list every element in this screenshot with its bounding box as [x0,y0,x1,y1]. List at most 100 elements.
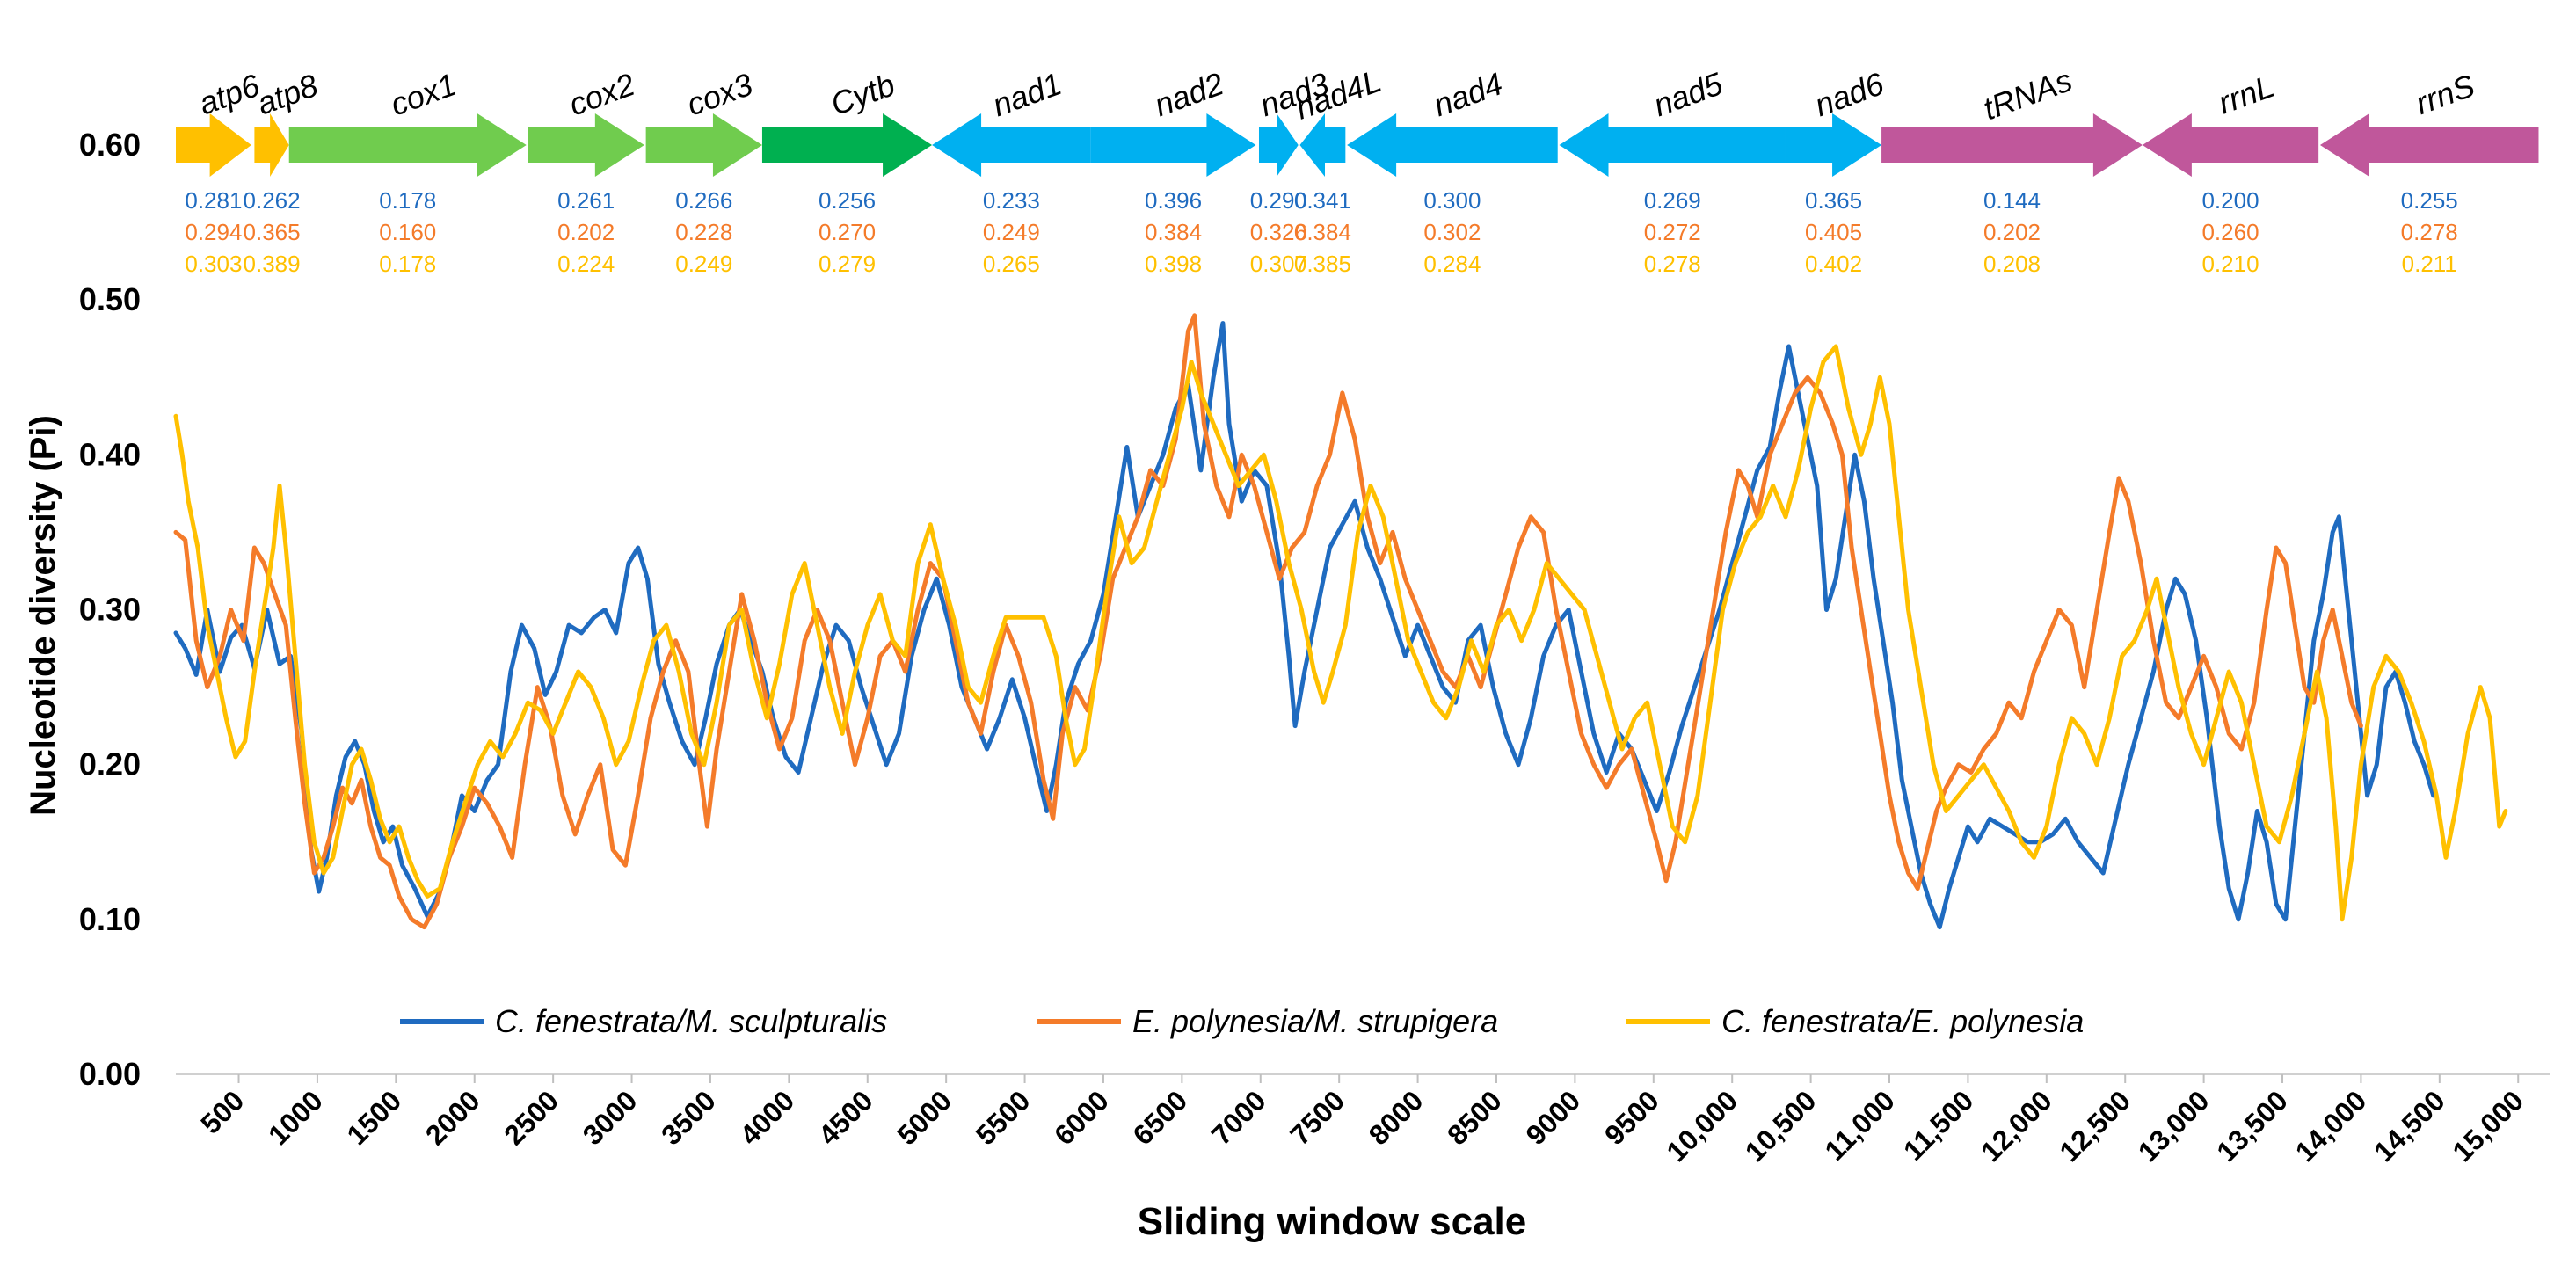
series-line-c-fenestrata-m-sculpturalis [173,321,2436,930]
x-tick-label: 10,500 [1739,1084,1823,1168]
gene-pi-value: 0.279 [819,251,876,277]
gene-pi-value: 0.262 [244,187,301,214]
gene-cox2: cox2 0.261 0.202 0.224 [528,66,644,277]
gene-pi-value: 0.341 [1294,187,1351,214]
legend-label: E. polynesia/M. strupigera [1132,1003,1498,1039]
gene-pi-value: 0.278 [1644,251,1701,277]
gene-pi-value: 0.249 [983,219,1040,245]
gene-pi-value: 0.265 [983,251,1040,277]
gene-nad2: nad2 0.396 0.384 0.398 [1090,65,1256,277]
gene-pi-value: 0.224 [557,251,615,277]
gene-name-label: nad5 [1648,65,1728,123]
y-tick-label: 0.10 [79,901,141,937]
gene-pi-value: 0.405 [1805,219,1862,245]
gene-pi-value: 0.281 [185,187,242,214]
x-tick-label: 3500 [655,1084,722,1151]
x-tick-label: 2500 [498,1084,564,1151]
gene-arrow [176,113,251,177]
y-tick-label: 0.20 [79,746,141,782]
gene-pi-value: 0.178 [379,187,436,214]
gene-arrow [2319,113,2539,177]
gene-pi-value: 0.396 [1145,187,1202,214]
gene-arrow [1090,113,1256,177]
gene-name-label: cox1 [386,66,461,123]
x-tick-label: 13,500 [2210,1084,2294,1168]
legend-label: C. fenestrata/M. sculpturalis [495,1003,887,1039]
y-tick-label: 0.30 [79,592,141,628]
gene-pi-value: 0.272 [1644,219,1701,245]
gene-pi-value: 0.270 [819,219,876,245]
gene-pi-value: 0.303 [185,251,242,277]
gene-nad6: nad6 0.365 0.405 0.402 [1785,65,1889,277]
legend-item: C. fenestrata/M. sculpturalis [400,1003,887,1039]
gene-rrns: rrnS 0.255 0.278 0.211 [2319,67,2539,277]
gene-pi-value: 0.200 [2201,187,2259,214]
gene-name-label: nad1 [987,65,1066,123]
gene-rrnl: rrnL 0.200 0.260 0.210 [2142,68,2319,277]
gene-pi-value: 0.202 [557,219,615,245]
x-tick-label: 14,500 [2368,1084,2451,1168]
x-tick-label: 11,500 [1897,1084,1979,1166]
gene-nad5: nad5 0.269 0.272 0.278 [1559,65,1786,277]
gene-pi-value: 0.290 [1250,187,1307,214]
x-tick-label: 6000 [1048,1084,1115,1151]
y-tick-label: 0.40 [79,436,141,472]
y-tick-label: 0.00 [79,1056,141,1092]
gene-arrow [528,113,644,177]
x-tick-label: 5500 [970,1084,1037,1151]
x-tick-label: 5000 [891,1084,957,1151]
gene-arrow [1347,113,1558,177]
x-tick-label: 8000 [1363,1084,1430,1151]
gene-name-label: atp8 [252,67,323,121]
gene-pi-value: 0.269 [1644,187,1701,214]
y-axis-title: Nucleotide diversity (Pi) [24,415,62,816]
gene-name-label: rrnS [2411,67,2479,121]
gene-pi-value: 0.307 [1250,251,1307,277]
gene-name-label: rrnL [2214,68,2279,120]
gene-pi-value: 0.384 [1294,219,1351,245]
x-axis-title: Sliding window scale [1138,1200,1527,1243]
gene-map-track: atp60.2810.2940.303atp80.2620.3650.389co… [176,62,2539,277]
gene-pi-value: 0.255 [2401,187,2458,214]
x-tick-label: 1000 [262,1084,329,1151]
gene-pi-value: 0.178 [379,251,436,277]
gene-nad1: nad1 0.233 0.249 0.265 [932,65,1091,277]
gene-pi-value: 0.144 [1983,187,2041,214]
gene-arrow [932,113,1091,177]
gene-pi-value: 0.202 [1983,219,2041,245]
gene-pi-value: 0.249 [675,251,732,277]
gene-name-label: nad6 [1810,65,1889,123]
gene-name-label: cox3 [682,66,757,123]
gene-pi-value: 0.266 [675,187,732,214]
legend-item: E. polynesia/M. strupigera [1037,1003,1498,1039]
series-line-e-polynesia-m-strupigera [173,313,2363,930]
x-tick-label: 4000 [734,1084,801,1151]
gene-pi-value: 0.365 [1805,187,1862,214]
gene-pi-value: 0.294 [185,219,242,245]
gene-pi-value: 0.300 [1423,187,1481,214]
gene-name-label: Cytb [826,66,899,122]
x-tick-label: 1500 [340,1084,407,1151]
x-tick-label: 7000 [1205,1084,1272,1151]
gene-arrow [1258,113,1299,177]
gene-name-label: nad2 [1150,65,1228,123]
gene-name-label: nad4 [1429,65,1507,123]
x-tick-label: 12,500 [2054,1084,2137,1168]
gene-arrow [1881,113,2143,177]
gene-cox1: cox1 0.178 0.160 0.178 [288,66,527,277]
x-tick-label: 15,000 [2447,1084,2530,1168]
gene-pi-value: 0.228 [675,219,732,245]
gene-pi-value: 0.398 [1145,251,1202,277]
x-tick-label: 8500 [1441,1084,1508,1151]
gene-pi-value: 0.208 [1983,251,2041,277]
gene-arrow [1559,113,1786,177]
legend-label: C. fenestrata/E. polynesia [1721,1003,2084,1039]
x-tick-label: 500 [194,1084,250,1139]
x-tick-label: 11,000 [1819,1084,1901,1166]
gene-pi-value: 0.256 [819,187,876,214]
gene-pi-value: 0.211 [2402,251,2457,277]
y-tick-label: 0.50 [79,281,141,317]
legend: C. fenestrata/M. sculpturalis E. polynesi… [400,1003,2084,1039]
gene-pi-value: 0.326 [1250,219,1307,245]
